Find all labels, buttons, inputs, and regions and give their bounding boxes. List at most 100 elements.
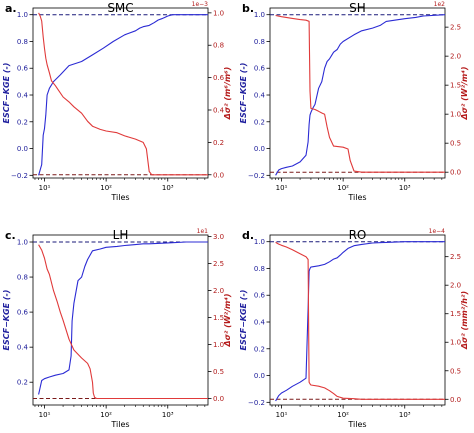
y-left-axis-label: ESCF−KGE (-) [2, 63, 11, 124]
y-right-tick-label: 0.5 [450, 367, 461, 375]
x-tick-label: 10² [337, 411, 349, 419]
panel-title: RO [349, 228, 367, 242]
y-right-tick-label: 1.0 [450, 339, 461, 347]
y-left-tick-label: −0.2 [11, 172, 28, 180]
y-right-tick-label: 0.5 [213, 368, 224, 376]
x-tick-label: 10² [100, 411, 112, 419]
y-left-tick-label: 0.2 [254, 118, 265, 126]
panel-letter: d. [242, 229, 254, 242]
y-left-tick-label: 0.0 [17, 145, 28, 153]
y-right-tick-label: 0.6 [213, 74, 225, 82]
y-left-tick-label: 1.0 [254, 238, 265, 246]
x-tick-label: 10² [100, 184, 112, 192]
x-tick-label: 10³ [162, 184, 174, 192]
y-right-axis-label: Δσ² (m⁶/m⁶) [223, 67, 232, 121]
y-right-tick-label: 2.5 [450, 24, 461, 32]
kge-series-line [38, 14, 208, 176]
y-right-tick-label: 0.0 [213, 171, 224, 179]
chart-panel-3: 10¹ 10² 10³ 0.2 0.4 0.6 0.8 1.0 0.0 0.5 1.0 1.5 2.0 2… [2, 228, 232, 429]
y-right-tick-label: 0.2 [213, 139, 224, 147]
y-left-tick-label: 1.0 [17, 239, 28, 247]
y-left-axis-label: ESCF−KGE (-) [239, 63, 248, 124]
right-axis-scale-note: 1e−4 [429, 228, 446, 235]
plot-frame [269, 234, 446, 406]
right-axis-scale-note: 1e1 [197, 228, 209, 235]
y-right-axis-label: Δσ² (W²/m⁴) [460, 66, 469, 120]
variance-series-line [38, 12, 208, 176]
x-tick-label: 10³ [162, 411, 174, 419]
x-tick-label: 10¹ [276, 411, 288, 419]
panel-letter: b. [242, 2, 254, 15]
y-left-tick-label: 0.8 [17, 38, 28, 46]
y-left-tick-label: 1.0 [17, 11, 28, 19]
y-right-tick-label: 1.5 [450, 310, 461, 318]
y-left-axis-label: ESCF−KGE (-) [239, 290, 248, 351]
chart-panel-4: 10¹ 10² 10³ −0.2 0.0 0.2 0.4 0.6 0.8 1.0 0.0 0.5 1.0… [239, 228, 469, 429]
kge-series-line [38, 241, 208, 395]
kge-series-line [275, 241, 445, 402]
variance-series-line [275, 241, 445, 400]
y-left-tick-label: 0.2 [254, 345, 265, 353]
y-right-tick-label: 2.0 [213, 287, 224, 295]
y-right-tick-label: 1.0 [213, 9, 224, 17]
y-left-tick-label: 0.2 [17, 379, 28, 387]
x-axis-label: Tiles [347, 420, 366, 429]
y-left-tick-label: 0.2 [17, 118, 28, 126]
plot-frame [32, 7, 209, 179]
y-right-tick-label: 1.0 [213, 341, 224, 349]
y-left-tick-label: 0.6 [17, 309, 29, 317]
x-tick-label: 10¹ [39, 411, 51, 419]
variance-series-line [275, 14, 445, 173]
y-right-tick-label: 2.0 [450, 53, 461, 61]
y-right-tick-label: 0.5 [450, 140, 461, 148]
y-left-tick-label: 0.4 [17, 92, 29, 100]
chart-panel-2: 10¹ 10² 10³ −0.2 0.0 0.2 0.4 0.6 0.8 1.0 0.0 0.5 1.0… [239, 1, 469, 202]
y-right-tick-label: 3.0 [213, 233, 224, 241]
y-left-axis-label: ESCF−KGE (-) [2, 290, 11, 351]
y-left-tick-label: 0.0 [254, 145, 265, 153]
y-right-tick-label: 1.0 [450, 111, 461, 119]
x-tick-label: 10² [337, 184, 349, 192]
y-right-axis-label: Δσ² (mm²/h²) [460, 291, 469, 350]
right-axis-scale-note: 1e2 [434, 1, 446, 8]
x-axis-label: Tiles [110, 193, 129, 202]
kge-series-line [275, 14, 446, 176]
panel-title: SMC [107, 1, 133, 15]
y-right-tick-label: 0.0 [213, 395, 224, 403]
y-left-tick-label: 0.4 [254, 319, 266, 327]
panel-letter: a. [5, 2, 17, 15]
y-left-tick-label: 0.8 [254, 38, 265, 46]
x-axis-label: Tiles [110, 420, 129, 429]
chart-panel-1: 10¹ 10² 10³ −0.2 0.0 0.2 0.4 0.6 0.8 1.0 0.0 0.2 0.4… [2, 1, 232, 202]
y-left-tick-label: 0.8 [254, 265, 265, 273]
y-left-tick-label: 0.6 [254, 292, 266, 300]
plot-frame [269, 7, 446, 179]
y-left-tick-label: 0.0 [254, 372, 265, 380]
y-right-tick-label: 2.5 [450, 253, 461, 261]
x-tick-label: 10¹ [39, 184, 51, 192]
right-axis-scale-note: 1e−3 [192, 1, 209, 8]
y-left-tick-label: 0.6 [254, 65, 266, 73]
y-right-tick-label: 2.0 [450, 282, 461, 290]
y-left-tick-label: −0.2 [248, 399, 265, 407]
x-axis-label: Tiles [347, 193, 366, 202]
panel-letter: c. [5, 229, 16, 242]
y-left-tick-label: 0.8 [17, 274, 28, 282]
y-left-tick-label: 1.0 [254, 11, 265, 19]
plot-frame [32, 234, 209, 406]
panel-title: LH [113, 228, 129, 242]
x-tick-label: 10¹ [276, 184, 288, 192]
y-left-tick-label: −0.2 [248, 172, 265, 180]
y-left-tick-label: 0.4 [254, 92, 266, 100]
y-left-tick-label: 0.4 [17, 344, 29, 352]
y-right-tick-label: 0.0 [450, 396, 461, 404]
x-tick-label: 10³ [399, 184, 411, 192]
y-right-tick-label: 0.8 [213, 42, 224, 50]
y-right-tick-label: 1.5 [450, 82, 461, 90]
y-right-tick-label: 0.0 [450, 169, 461, 177]
y-right-tick-label: 2.5 [213, 260, 224, 268]
y-left-tick-label: 0.6 [17, 65, 29, 73]
y-right-tick-label: 0.4 [213, 107, 225, 115]
variance-series-line [38, 244, 208, 400]
